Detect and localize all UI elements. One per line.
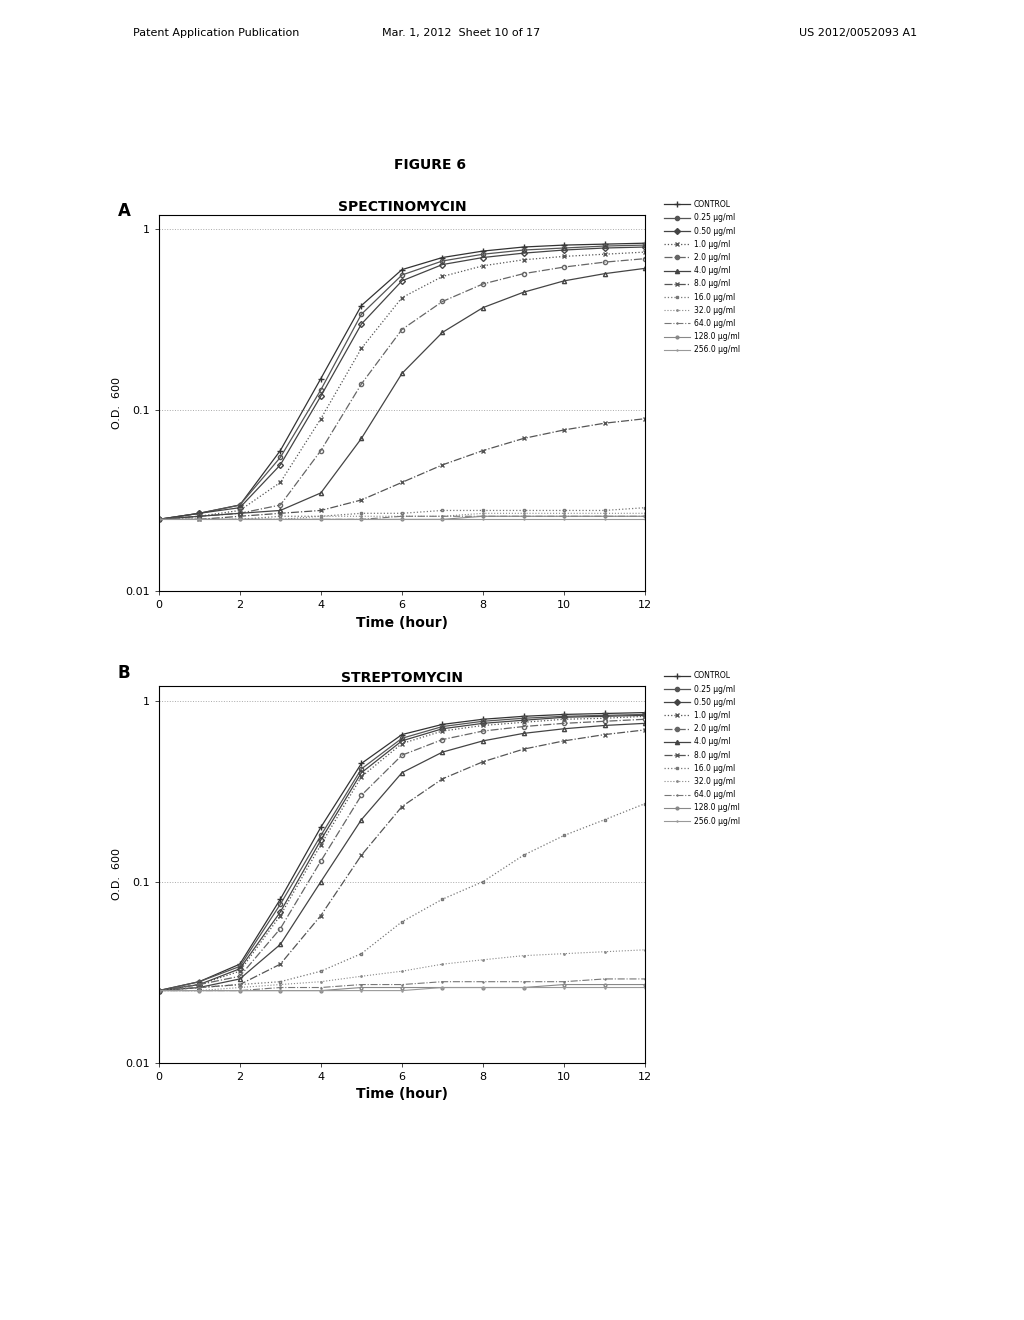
Text: US 2012/0052093 A1: US 2012/0052093 A1 (799, 28, 916, 38)
Title: SPECTINOMYCIN: SPECTINOMYCIN (338, 201, 466, 214)
Title: STREPTOMYCIN: STREPTOMYCIN (341, 672, 463, 685)
Text: Mar. 1, 2012  Sheet 10 of 17: Mar. 1, 2012 Sheet 10 of 17 (382, 28, 540, 38)
Legend: CONTROL, 0.25 μg/ml, 0.50 μg/ml, 1.0 μg/ml, 2.0 μg/ml, 4.0 μg/ml, 8.0 μg/ml, 16.: CONTROL, 0.25 μg/ml, 0.50 μg/ml, 1.0 μg/… (664, 201, 740, 354)
Text: B: B (118, 664, 130, 682)
Y-axis label: O.D.  600: O.D. 600 (113, 849, 122, 900)
X-axis label: Time (hour): Time (hour) (356, 1088, 447, 1101)
Text: A: A (118, 202, 131, 220)
X-axis label: Time (hour): Time (hour) (356, 616, 447, 630)
Text: Patent Application Publication: Patent Application Publication (133, 28, 299, 38)
Text: FIGURE 6: FIGURE 6 (394, 157, 466, 172)
Legend: CONTROL, 0.25 μg/ml, 0.50 μg/ml, 1.0 μg/ml, 2.0 μg/ml, 4.0 μg/ml, 8.0 μg/ml, 16.: CONTROL, 0.25 μg/ml, 0.50 μg/ml, 1.0 μg/… (664, 672, 740, 825)
Y-axis label: O.D.  600: O.D. 600 (113, 378, 122, 429)
